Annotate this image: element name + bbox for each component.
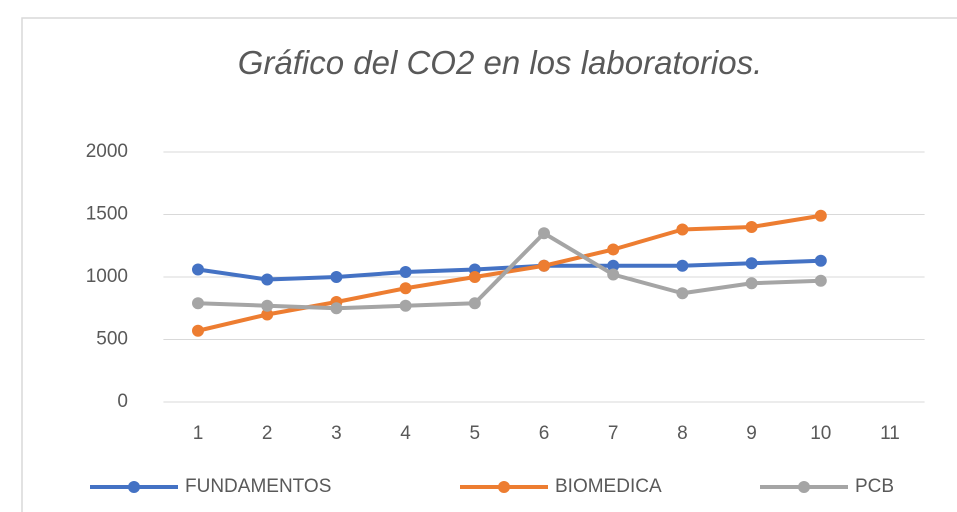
y-tick-label: 1500 xyxy=(86,204,128,225)
x-tick-label: 4 xyxy=(400,423,411,444)
y-tick-label: 1000 xyxy=(86,266,128,287)
x-tick-label: 3 xyxy=(331,423,342,444)
data-point xyxy=(538,227,550,240)
data-point xyxy=(330,271,343,283)
x-tick-label: 7 xyxy=(608,423,619,444)
legend-marker xyxy=(498,481,510,493)
data-point xyxy=(607,259,620,272)
x-tick-label: 1 xyxy=(193,423,204,444)
x-tick-label: 11 xyxy=(880,423,900,444)
legend-label: BIOMEDICA xyxy=(555,476,662,497)
data-point xyxy=(676,223,689,236)
legend-marker xyxy=(128,481,140,493)
x-tick-label: 10 xyxy=(810,423,831,444)
x-tick-label: 2 xyxy=(262,423,273,444)
data-point xyxy=(468,297,481,310)
legend-label: PCB xyxy=(855,476,894,497)
data-point xyxy=(814,209,827,222)
data-point xyxy=(745,221,758,233)
legend-marker xyxy=(798,481,810,493)
data-point xyxy=(261,308,274,321)
data-point xyxy=(468,271,481,283)
data-point xyxy=(261,299,274,312)
chart-frame xyxy=(21,17,957,512)
legend-label: FUNDAMENTOS xyxy=(185,476,331,497)
y-tick-label: 2000 xyxy=(86,141,128,162)
data-point xyxy=(261,273,274,286)
chart-title: Gráfico del CO2 en los laboratorios. xyxy=(237,44,763,81)
data-point xyxy=(676,287,689,300)
data-point xyxy=(330,302,343,315)
x-tick-label: 6 xyxy=(539,423,550,444)
data-point xyxy=(745,277,758,290)
data-point xyxy=(399,299,412,312)
data-point xyxy=(607,243,620,256)
data-point xyxy=(399,282,412,295)
data-point xyxy=(192,297,204,310)
data-point xyxy=(192,324,204,337)
x-tick-label: 9 xyxy=(746,423,757,444)
y-tick-label: 0 xyxy=(117,391,128,412)
data-point xyxy=(607,268,620,281)
data-point xyxy=(814,254,827,267)
x-tick-label: 5 xyxy=(470,423,481,444)
y-tick-label: 500 xyxy=(96,329,128,350)
data-point xyxy=(676,259,689,272)
series-line xyxy=(197,231,821,311)
data-point xyxy=(192,263,204,276)
data-point xyxy=(538,259,550,272)
data-point xyxy=(745,257,758,270)
data-point xyxy=(814,274,827,287)
data-point xyxy=(399,266,412,278)
x-tick-label: 8 xyxy=(677,423,688,444)
